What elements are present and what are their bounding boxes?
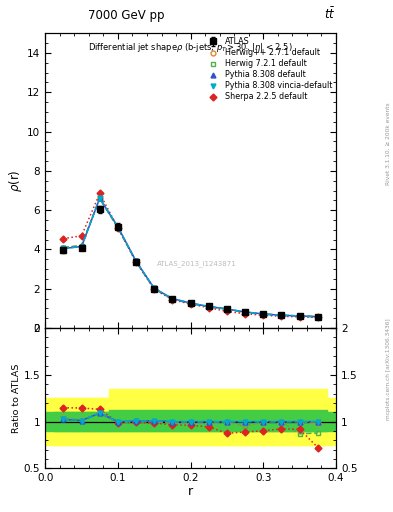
Text: mcplots.cern.ch [arXiv:1306.3436]: mcplots.cern.ch [arXiv:1306.3436]	[386, 318, 391, 419]
Herwig 7.2.1 default	[61, 244, 66, 250]
Line: Herwig++ 2.7.1 default: Herwig++ 2.7.1 default	[61, 196, 320, 319]
Line: Sherpa 2.2.5 default: Sherpa 2.2.5 default	[61, 191, 320, 320]
Pythia 8.308 default	[297, 313, 302, 319]
Pythia 8.308 vincia-default	[170, 295, 175, 302]
Pythia 8.308 default	[170, 295, 175, 302]
Pythia 8.308 default	[206, 304, 211, 310]
Herwig++ 2.7.1 default	[61, 244, 66, 250]
Herwig++ 2.7.1 default	[134, 259, 138, 265]
Herwig 7.2.1 default	[279, 312, 284, 318]
Pythia 8.308 default	[97, 195, 102, 201]
Sherpa 2.2.5 default	[316, 314, 320, 321]
Herwig++ 2.7.1 default	[243, 310, 248, 316]
Pythia 8.308 default	[261, 311, 266, 317]
Text: Rivet 3.1.10, ≥ 200k events: Rivet 3.1.10, ≥ 200k events	[386, 102, 391, 185]
Y-axis label: Ratio to ATLAS: Ratio to ATLAS	[12, 364, 21, 433]
Herwig++ 2.7.1 default	[188, 301, 193, 307]
Pythia 8.308 vincia-default	[243, 309, 248, 315]
Sherpa 2.2.5 default	[297, 314, 302, 320]
Pythia 8.308 default	[188, 300, 193, 306]
Text: ATLAS_2013_I1243871: ATLAS_2013_I1243871	[156, 260, 236, 267]
Pythia 8.308 vincia-default	[152, 285, 156, 291]
Herwig++ 2.7.1 default	[316, 314, 320, 320]
Herwig++ 2.7.1 default	[261, 311, 266, 317]
Sherpa 2.2.5 default	[279, 313, 284, 319]
X-axis label: r: r	[188, 485, 193, 498]
Pythia 8.308 default	[279, 312, 284, 318]
Pythia 8.308 vincia-default	[97, 195, 102, 201]
Pythia 8.308 vincia-default	[61, 245, 66, 251]
Herwig 7.2.1 default	[134, 259, 138, 265]
Pythia 8.308 vincia-default	[116, 224, 120, 230]
Herwig 7.2.1 default	[297, 313, 302, 319]
Pythia 8.308 vincia-default	[297, 313, 302, 319]
Herwig++ 2.7.1 default	[297, 313, 302, 319]
Sherpa 2.2.5 default	[243, 311, 248, 317]
Sherpa 2.2.5 default	[152, 286, 156, 292]
Herwig 7.2.1 default	[170, 296, 175, 302]
Herwig 7.2.1 default	[97, 195, 102, 201]
Herwig++ 2.7.1 default	[170, 296, 175, 302]
Pythia 8.308 default	[243, 309, 248, 315]
Herwig++ 2.7.1 default	[97, 195, 102, 201]
Pythia 8.308 vincia-default	[79, 244, 84, 250]
Pythia 8.308 default	[79, 244, 84, 250]
Herwig 7.2.1 default	[225, 306, 230, 312]
Herwig++ 2.7.1 default	[279, 312, 284, 318]
Y-axis label: $\rho$(r): $\rho$(r)	[7, 169, 24, 192]
Line: Pythia 8.308 vincia-default: Pythia 8.308 vincia-default	[61, 196, 320, 319]
Pythia 8.308 default	[152, 285, 156, 291]
Pythia 8.308 default	[316, 314, 320, 320]
Line: Herwig 7.2.1 default: Herwig 7.2.1 default	[61, 196, 320, 319]
Sherpa 2.2.5 default	[79, 232, 84, 239]
Sherpa 2.2.5 default	[225, 308, 230, 314]
Pythia 8.308 vincia-default	[188, 300, 193, 306]
Sherpa 2.2.5 default	[206, 305, 211, 311]
Sherpa 2.2.5 default	[170, 296, 175, 303]
Line: Pythia 8.308 default: Pythia 8.308 default	[61, 196, 320, 319]
Sherpa 2.2.5 default	[116, 225, 120, 231]
Herwig 7.2.1 default	[152, 286, 156, 292]
Pythia 8.308 vincia-default	[279, 312, 284, 318]
Herwig 7.2.1 default	[206, 304, 211, 310]
Herwig++ 2.7.1 default	[116, 225, 120, 231]
Pythia 8.308 default	[225, 306, 230, 312]
Pythia 8.308 vincia-default	[261, 311, 266, 317]
Pythia 8.308 default	[61, 245, 66, 251]
Herwig++ 2.7.1 default	[225, 306, 230, 312]
Sherpa 2.2.5 default	[188, 301, 193, 307]
Text: $t\bar{t}$: $t\bar{t}$	[325, 6, 336, 22]
Herwig 7.2.1 default	[79, 243, 84, 249]
Herwig++ 2.7.1 default	[152, 286, 156, 292]
Herwig 7.2.1 default	[261, 311, 266, 317]
Sherpa 2.2.5 default	[134, 259, 138, 265]
Herwig 7.2.1 default	[116, 225, 120, 231]
Herwig++ 2.7.1 default	[79, 243, 84, 249]
Text: Differential jet shape$\rho$ (b-jets, $p_T$$>$30, $|\eta|$ < 2.5): Differential jet shape$\rho$ (b-jets, $p…	[88, 40, 293, 54]
Pythia 8.308 default	[134, 258, 138, 264]
Legend: ATLAS, Herwig++ 2.7.1 default, Herwig 7.2.1 default, Pythia 8.308 default, Pythi: ATLAS, Herwig++ 2.7.1 default, Herwig 7.…	[202, 36, 334, 103]
Sherpa 2.2.5 default	[261, 312, 266, 318]
Text: 7000 GeV pp: 7000 GeV pp	[88, 9, 164, 22]
Pythia 8.308 vincia-default	[134, 258, 138, 264]
Herwig++ 2.7.1 default	[206, 304, 211, 310]
Sherpa 2.2.5 default	[97, 190, 102, 197]
Herwig 7.2.1 default	[188, 301, 193, 307]
Pythia 8.308 vincia-default	[316, 314, 320, 320]
Herwig 7.2.1 default	[316, 314, 320, 320]
Pythia 8.308 vincia-default	[225, 306, 230, 312]
Pythia 8.308 default	[116, 224, 120, 230]
Herwig 7.2.1 default	[243, 310, 248, 316]
Pythia 8.308 vincia-default	[206, 304, 211, 310]
Sherpa 2.2.5 default	[61, 236, 66, 242]
